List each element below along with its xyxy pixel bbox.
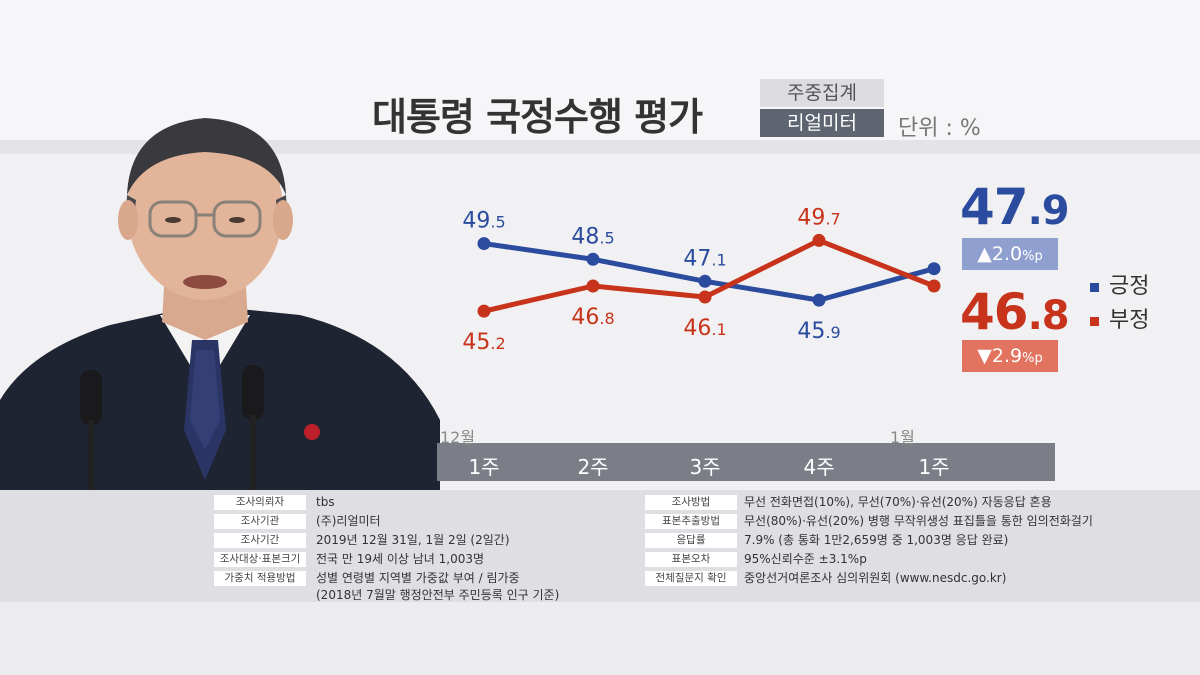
- negative-change-badge: ▼2.9%p: [962, 340, 1058, 372]
- info-value-agency: (주)리얼미터: [316, 514, 381, 528]
- data-label-positive-1: 48.5: [571, 224, 614, 249]
- info-key-requester: 조사의뢰자: [214, 495, 306, 510]
- info-value-questionnaire: 중앙선거여론조사 심의위원회 (www.nesdc.go.kr): [744, 571, 1007, 585]
- x-tick-label: 2주: [577, 455, 609, 479]
- info-key-weighting: 가중치 적용방법: [214, 571, 306, 586]
- info-value-error: 95%신뢰수준 ±3.1%p: [744, 552, 867, 566]
- data-label-positive-0: 49.5: [462, 209, 505, 234]
- x-tick-label: 4주: [803, 455, 835, 479]
- data-point-positive-0: [477, 237, 491, 251]
- header-background: [0, 0, 1200, 140]
- data-label-negative-0: 45.2: [462, 330, 505, 355]
- info-key-error: 표본오차: [645, 552, 737, 567]
- page-title: 대통령 국정수행 평가: [372, 95, 703, 139]
- data-point-positive-4: [927, 262, 941, 276]
- data-point-negative-0: [477, 304, 491, 318]
- positive-change-badge: ▲2.0%p: [962, 238, 1058, 270]
- data-point-positive-3: [812, 293, 826, 307]
- legend-swatch-positive: [1090, 282, 1099, 292]
- data-label-negative-2: 46.1: [683, 316, 726, 341]
- data-point-negative-3: [812, 233, 826, 247]
- data-point-negative-4: [927, 279, 941, 293]
- tag-weekly: 주중집계: [760, 79, 884, 107]
- info-value-method: 무선 전화면접(10%), 무선(70%)·유선(20%) 자동응답 혼용: [744, 495, 1052, 509]
- info-key-questionnaire: 전체질문지 확인: [645, 571, 737, 586]
- info-key-agency: 조사기관: [214, 514, 306, 529]
- x-tick-label: 1주: [918, 455, 950, 479]
- data-point-negative-2: [698, 290, 712, 304]
- x-tick-label: 3주: [689, 455, 721, 479]
- latest-positive-value: 47.9: [960, 178, 1070, 236]
- data-point-positive-1: [586, 252, 600, 266]
- month-label: 1월: [890, 428, 915, 447]
- info-key-method: 조사방법: [645, 495, 737, 510]
- info-value-response-rate: 7.9% (총 통화 1만2,659명 중 1,003명 응답 완료): [744, 533, 1009, 547]
- info-value-weighting: 성별 연령별 지역별 가중값 부여 / 림가중: [316, 571, 520, 585]
- legend-swatch-negative: [1090, 316, 1099, 326]
- info-value-sampling: 무선(80%)·유선(20%) 병행 무작위생성 표집틀을 통한 임의전화걸기: [744, 514, 1093, 528]
- footer-background: [0, 602, 1200, 675]
- info-key-sampling: 표본추출방법: [645, 514, 737, 529]
- survey-info-panel: [0, 490, 1200, 602]
- data-label-positive-2: 47.1: [683, 246, 726, 271]
- header-divider: [0, 140, 1200, 154]
- data-label-negative-3: 49.7: [797, 205, 840, 230]
- x-tick-label: 1주: [468, 455, 500, 479]
- info-value-sample: 전국 만 19세 이상 남녀 1,003명: [316, 552, 485, 566]
- info-value-period: 2019년 12월 31일, 1월 2일 (2일간): [316, 533, 510, 547]
- info-key-sample: 조사대상·표본크기: [214, 552, 306, 567]
- president-photo: [0, 118, 440, 490]
- unit-label: 단위 : %: [898, 116, 981, 141]
- info-value-requester: tbs: [316, 495, 335, 509]
- legend-item-positive: 긍정: [1090, 268, 1149, 300]
- tag-realmeter: 리얼미터: [760, 109, 884, 137]
- info-value-weighting-note: (2018년 7월말 행정안전부 주민등록 인구 기준): [316, 588, 560, 602]
- data-point-negative-1: [586, 279, 600, 293]
- latest-negative-value: 46.8: [960, 283, 1070, 341]
- data-label-negative-1: 46.8: [571, 305, 614, 330]
- legend-item-negative: 부정: [1090, 302, 1149, 334]
- data-point-positive-2: [698, 274, 712, 288]
- info-key-response-rate: 응답률: [645, 533, 737, 548]
- info-key-period: 조사기간: [214, 533, 306, 548]
- x-axis-bar: [437, 443, 1055, 481]
- data-label-positive-3: 45.9: [797, 319, 840, 344]
- month-label: 12월: [440, 428, 476, 447]
